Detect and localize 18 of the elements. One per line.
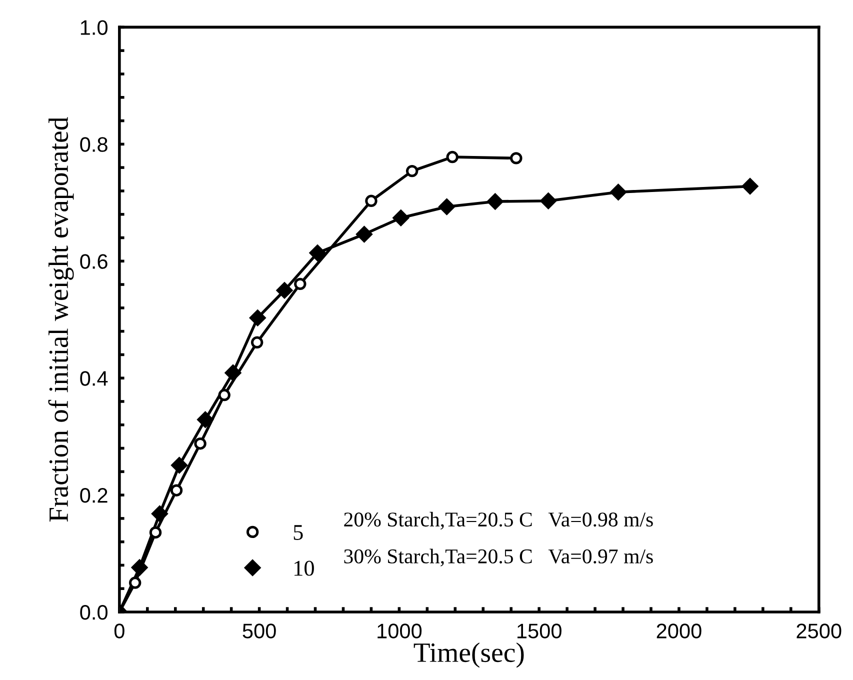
y-tick-label: 0.2 [80, 488, 108, 503]
y-tick-label: 0.6 [80, 254, 108, 269]
x-tick-label: 0 [114, 624, 124, 638]
y-tick-label: 0.8 [80, 137, 108, 152]
x-tick-label: 1500 [518, 624, 562, 638]
annotation: 20% Starch,Ta=20.5 C Va=0.98 m/s [344, 512, 653, 530]
x-tick-label: 500 [242, 624, 276, 638]
x-tick-label: 2000 [656, 624, 702, 638]
y-tick-label: 0.0 [80, 605, 108, 620]
legend-label: 5 [294, 525, 303, 540]
legend-label: 10 [294, 560, 314, 576]
annotation: 30% Starch,Ta=20.5 C Va=0.97 m/s [344, 548, 653, 566]
x-tick-label: 2500 [796, 624, 842, 638]
y-axis-title: Fraction of initial weight evaporated [48, 117, 74, 522]
y-tick-label: 1.0 [80, 20, 108, 35]
x-axis-title: Time(sec) [414, 642, 524, 668]
y-tick-label: 0.4 [80, 371, 108, 386]
x-tick-label: 1000 [378, 624, 422, 638]
